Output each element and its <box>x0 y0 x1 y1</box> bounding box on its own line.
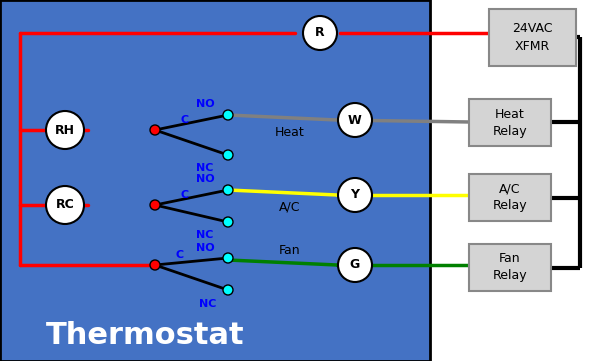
Text: NO: NO <box>196 99 214 109</box>
Text: Fan: Fan <box>279 244 301 257</box>
Circle shape <box>223 110 233 120</box>
Circle shape <box>150 260 160 270</box>
Text: RH: RH <box>55 123 75 136</box>
Text: Heat: Heat <box>275 126 305 139</box>
Circle shape <box>223 285 233 295</box>
Circle shape <box>46 186 84 224</box>
Bar <box>0 0 430 361</box>
FancyBboxPatch shape <box>469 99 551 146</box>
Circle shape <box>338 178 372 212</box>
Text: Thermostat: Thermostat <box>46 321 244 349</box>
Circle shape <box>303 16 337 50</box>
Text: 24VAC
XFMR: 24VAC XFMR <box>512 22 553 52</box>
Text: C: C <box>176 250 184 260</box>
Circle shape <box>223 150 233 160</box>
FancyBboxPatch shape <box>489 9 576 66</box>
Circle shape <box>338 248 372 282</box>
Circle shape <box>46 111 84 149</box>
Text: Fan
Relay: Fan Relay <box>493 252 528 283</box>
FancyBboxPatch shape <box>469 174 551 221</box>
Text: NO: NO <box>196 243 214 253</box>
Text: RC: RC <box>56 199 75 212</box>
Text: NC: NC <box>196 230 214 240</box>
FancyBboxPatch shape <box>469 244 551 291</box>
Text: A/C: A/C <box>279 200 300 213</box>
Circle shape <box>150 200 160 210</box>
Text: G: G <box>350 258 360 271</box>
Text: Y: Y <box>351 188 359 201</box>
Text: Heat
Relay: Heat Relay <box>493 108 528 138</box>
Text: W: W <box>348 113 362 126</box>
Text: NC: NC <box>200 299 217 309</box>
Text: NC: NC <box>196 163 214 173</box>
Text: R: R <box>315 26 325 39</box>
Text: NO: NO <box>196 174 214 184</box>
Text: C: C <box>181 115 189 125</box>
Circle shape <box>223 185 233 195</box>
Text: A/C
Relay: A/C Relay <box>493 183 528 213</box>
Circle shape <box>150 125 160 135</box>
Circle shape <box>338 103 372 137</box>
Circle shape <box>223 253 233 263</box>
Circle shape <box>223 217 233 227</box>
Text: C: C <box>181 190 189 200</box>
